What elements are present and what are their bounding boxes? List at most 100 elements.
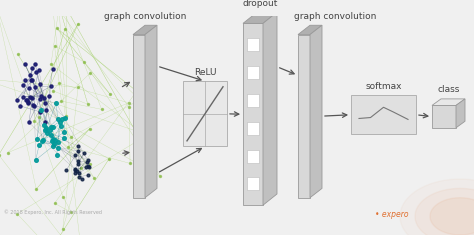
Point	[25, 120, 33, 124]
Point	[53, 101, 60, 105]
Point	[74, 159, 82, 162]
Point	[74, 144, 82, 147]
Point	[47, 84, 55, 88]
Polygon shape	[247, 177, 259, 190]
Point	[45, 94, 52, 98]
Point	[29, 103, 37, 107]
Point	[49, 67, 56, 71]
Polygon shape	[298, 25, 322, 35]
Point	[47, 62, 55, 66]
Point	[59, 195, 67, 199]
Point	[36, 98, 44, 101]
Point	[42, 120, 49, 123]
Polygon shape	[133, 25, 157, 35]
Point	[14, 52, 21, 56]
Point	[86, 162, 93, 166]
Point	[51, 44, 58, 48]
Point	[53, 153, 61, 157]
Point	[77, 166, 84, 169]
Point	[68, 210, 75, 214]
Point	[55, 81, 63, 85]
Point	[30, 104, 38, 108]
Point	[43, 108, 50, 111]
Point	[53, 27, 61, 30]
Point	[71, 168, 79, 172]
Point	[84, 164, 91, 168]
Polygon shape	[247, 66, 259, 79]
Point	[28, 67, 36, 70]
Polygon shape	[351, 95, 416, 134]
Point	[84, 158, 91, 162]
Polygon shape	[298, 35, 310, 198]
Point	[136, 98, 144, 102]
Point	[25, 100, 32, 104]
Point	[51, 138, 58, 142]
Point	[74, 149, 82, 153]
Point	[37, 94, 45, 98]
Point	[56, 120, 64, 123]
Point	[36, 143, 43, 147]
Point	[73, 169, 81, 173]
Polygon shape	[183, 81, 227, 146]
Polygon shape	[247, 38, 259, 51]
Text: © 2018 Expero, Inc. All Rights Reserved: © 2018 Expero, Inc. All Rights Reserved	[4, 210, 102, 215]
Point	[49, 89, 56, 93]
Point	[0, 153, 2, 157]
Point	[133, 89, 140, 93]
Point	[40, 96, 48, 100]
Point	[26, 86, 33, 90]
Polygon shape	[247, 94, 259, 107]
Point	[126, 161, 134, 165]
Point	[41, 123, 48, 127]
Point	[84, 102, 91, 106]
Polygon shape	[432, 99, 465, 106]
Point	[85, 165, 93, 169]
Point	[36, 82, 44, 86]
Text: • expero: • expero	[375, 210, 409, 219]
Point	[49, 137, 57, 140]
Point	[47, 134, 55, 137]
Polygon shape	[247, 149, 259, 163]
Point	[25, 101, 32, 105]
Text: class: class	[438, 85, 460, 94]
Polygon shape	[133, 35, 145, 198]
Text: graph convolution: graph convolution	[104, 12, 186, 21]
Point	[30, 119, 38, 123]
Point	[72, 153, 79, 157]
Point	[37, 108, 45, 112]
Point	[54, 117, 62, 121]
Point	[35, 115, 43, 119]
Point	[80, 152, 88, 155]
Point	[74, 86, 82, 89]
Point	[17, 104, 24, 108]
Point	[83, 161, 91, 164]
Point	[32, 187, 40, 191]
Point	[27, 95, 34, 99]
Text: softmax: softmax	[365, 82, 402, 90]
Point	[72, 171, 79, 175]
Text: ReLU: ReLU	[194, 67, 216, 77]
Point	[33, 137, 41, 141]
Point	[75, 175, 83, 179]
Polygon shape	[456, 99, 465, 128]
Point	[82, 165, 90, 169]
Point	[47, 125, 55, 129]
Point	[48, 0, 55, 1]
Point	[105, 157, 113, 161]
Point	[84, 173, 91, 177]
Point	[38, 139, 46, 142]
Point	[55, 6, 63, 10]
Point	[59, 227, 66, 231]
Point	[90, 176, 98, 180]
Point	[80, 60, 88, 64]
Point	[31, 62, 39, 66]
Point	[49, 145, 56, 148]
Point	[4, 151, 11, 155]
Point	[23, 98, 31, 102]
Point	[28, 97, 36, 100]
Point	[63, 114, 70, 118]
Point	[125, 101, 133, 105]
Point	[74, 162, 82, 166]
Polygon shape	[243, 12, 277, 24]
Point	[43, 126, 50, 130]
